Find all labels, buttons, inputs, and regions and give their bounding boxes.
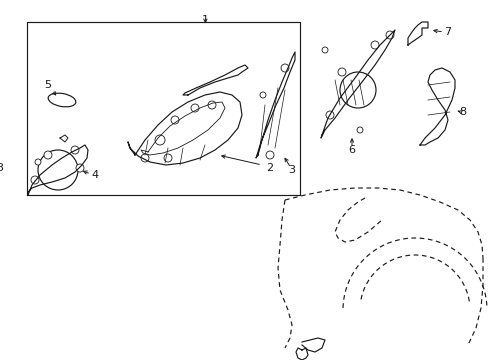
Circle shape	[337, 68, 346, 76]
Text: 1: 1	[202, 15, 208, 25]
Circle shape	[191, 104, 199, 112]
Circle shape	[281, 64, 288, 72]
Ellipse shape	[48, 93, 76, 107]
Circle shape	[325, 111, 333, 119]
Polygon shape	[419, 68, 454, 145]
Circle shape	[71, 146, 79, 154]
Text: 5: 5	[44, 80, 51, 90]
Circle shape	[385, 31, 393, 39]
Circle shape	[35, 159, 41, 165]
Text: 4: 4	[91, 170, 99, 180]
Circle shape	[163, 154, 172, 162]
Polygon shape	[128, 92, 242, 165]
Circle shape	[260, 92, 265, 98]
Text: 8: 8	[459, 107, 466, 117]
Text: 2: 2	[266, 163, 273, 173]
Polygon shape	[320, 30, 394, 138]
Text: 6: 6	[348, 145, 355, 155]
Circle shape	[356, 127, 362, 133]
Circle shape	[76, 164, 84, 172]
Circle shape	[370, 41, 378, 49]
Circle shape	[171, 116, 179, 124]
Circle shape	[155, 135, 164, 145]
Text: 3: 3	[0, 163, 3, 173]
Circle shape	[44, 151, 52, 159]
Circle shape	[321, 47, 327, 53]
Circle shape	[339, 72, 375, 108]
Text: 3: 3	[288, 165, 295, 175]
Polygon shape	[141, 102, 224, 155]
Circle shape	[31, 176, 39, 184]
Polygon shape	[256, 52, 294, 158]
Circle shape	[207, 101, 216, 109]
Circle shape	[265, 151, 273, 159]
Text: 7: 7	[444, 27, 450, 37]
Circle shape	[141, 154, 149, 162]
Polygon shape	[407, 22, 427, 45]
Polygon shape	[28, 145, 88, 195]
Circle shape	[38, 150, 78, 190]
